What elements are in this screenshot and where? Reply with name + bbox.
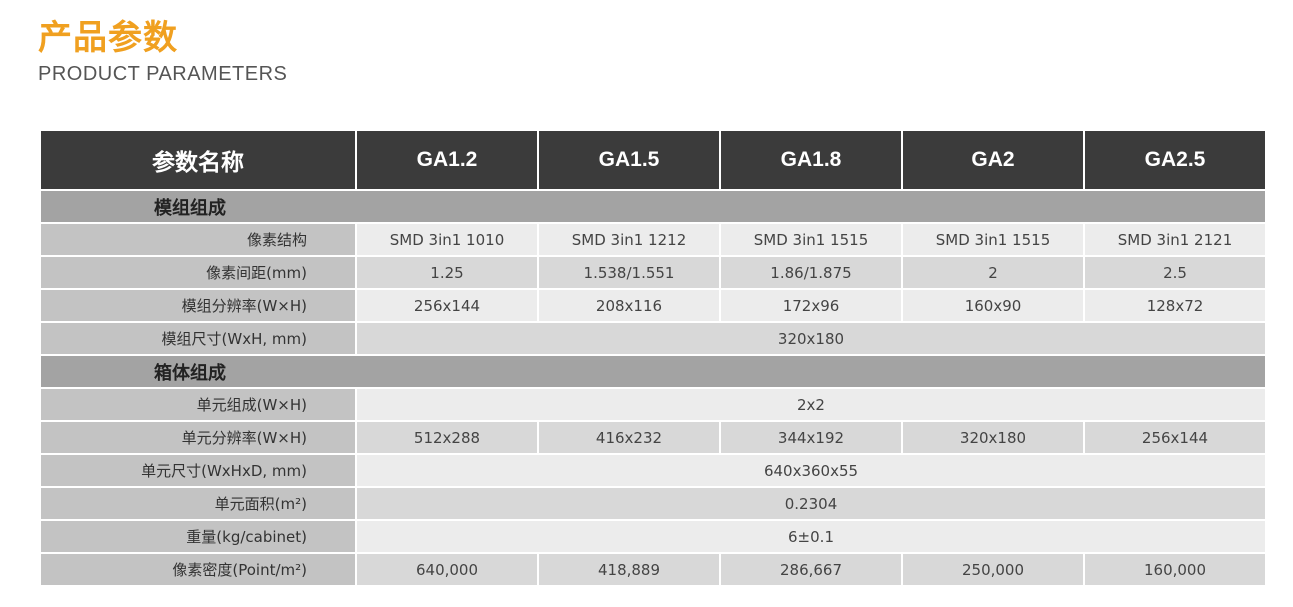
row-label: 单元面积(m²) <box>39 486 357 521</box>
page-title: 产品参数 <box>38 18 178 58</box>
table-row: 单元尺寸(WxHxD, mm) 640x360x55 <box>39 453 1267 488</box>
row-label: 模组尺寸(WxH, mm) <box>39 321 357 356</box>
table-row: 重量(kg/cabinet) 6±0.1 <box>39 519 1267 554</box>
row-label: 单元分辨率(W×H) <box>39 420 357 455</box>
cell-value: SMD 3in1 1010 <box>355 222 539 257</box>
parameters-table: 参数名称 GA1.2 GA1.5 GA1.8 GA2 GA2.5 模组组成 像素结构 SMD … <box>39 129 1267 587</box>
cell-value: 418,889 <box>537 552 721 587</box>
cell-value: 320x180 <box>901 420 1085 455</box>
cell-value: SMD 3in1 1515 <box>901 222 1085 257</box>
cell-value: 250,000 <box>901 552 1085 587</box>
header-model: GA2.5 <box>1083 129 1267 191</box>
cell-value: 1.538/1.551 <box>537 255 721 290</box>
table-header-row: 参数名称 GA1.2 GA1.5 GA1.8 GA2 GA2.5 <box>39 129 1267 191</box>
table-row: 模组分辨率(W×H) 256x144 208x116 172x96 160x90 128x… <box>39 288 1267 323</box>
cell-value: SMD 3in1 1212 <box>537 222 721 257</box>
cell-value: 256x144 <box>355 288 539 323</box>
row-label: 模组分辨率(W×H) <box>39 288 357 323</box>
section-row: 箱体组成 <box>39 354 1267 389</box>
cell-value: 0.2304 <box>355 486 1267 521</box>
header-parameter-name: 参数名称 <box>39 129 357 191</box>
cell-value: 6±0.1 <box>355 519 1267 554</box>
table-row: 模组尺寸(WxH, mm) 320x180 <box>39 321 1267 356</box>
cell-value: 344x192 <box>719 420 903 455</box>
row-label: 单元组成(W×H) <box>39 387 357 422</box>
cell-value: 160x90 <box>901 288 1085 323</box>
table-row: 单元分辨率(W×H) 512x288 416x232 344x192 320x180 25… <box>39 420 1267 455</box>
table-row: 像素结构 SMD 3in1 1010 SMD 3in1 1212 SMD 3in1 1… <box>39 222 1267 257</box>
cell-value: 172x96 <box>719 288 903 323</box>
header-model: GA1.5 <box>537 129 721 191</box>
cell-value: SMD 3in1 1515 <box>719 222 903 257</box>
section-title: 箱体组成 <box>39 354 1267 389</box>
cell-value: 2.5 <box>1083 255 1267 290</box>
cell-value: 2x2 <box>355 387 1267 422</box>
row-label: 单元尺寸(WxHxD, mm) <box>39 453 357 488</box>
header-model: GA1.2 <box>355 129 539 191</box>
cell-value: 416x232 <box>537 420 721 455</box>
header-model: GA1.8 <box>719 129 903 191</box>
table-row: 单元组成(W×H) 2x2 <box>39 387 1267 422</box>
row-label: 重量(kg/cabinet) <box>39 519 357 554</box>
table-row: 像素密度(Point/m²) 640,000 418,889 286,667 250,0… <box>39 552 1267 587</box>
page-subtitle: PRODUCT PARAMETERS <box>38 63 288 85</box>
cell-value: 512x288 <box>355 420 539 455</box>
cell-value: 2 <box>901 255 1085 290</box>
cell-value: 256x144 <box>1083 420 1267 455</box>
cell-value: 286,667 <box>719 552 903 587</box>
section-title: 模组组成 <box>39 189 1267 224</box>
table-row: 单元面积(m²) 0.2304 <box>39 486 1267 521</box>
cell-value: 640x360x55 <box>355 453 1267 488</box>
cell-value: 320x180 <box>355 321 1267 356</box>
cell-value: 128x72 <box>1083 288 1267 323</box>
table-row: 像素间距(mm) 1.25 1.538/1.551 1.86/1.875 2 2.5 <box>39 255 1267 290</box>
cell-value: SMD 3in1 2121 <box>1083 222 1267 257</box>
cell-value: 160,000 <box>1083 552 1267 587</box>
row-label: 像素间距(mm) <box>39 255 357 290</box>
section-row: 模组组成 <box>39 189 1267 224</box>
row-label: 像素密度(Point/m²) <box>39 552 357 587</box>
cell-value: 208x116 <box>537 288 721 323</box>
cell-value: 640,000 <box>355 552 539 587</box>
header-model: GA2 <box>901 129 1085 191</box>
cell-value: 1.86/1.875 <box>719 255 903 290</box>
row-label: 像素结构 <box>39 222 357 257</box>
cell-value: 1.25 <box>355 255 539 290</box>
